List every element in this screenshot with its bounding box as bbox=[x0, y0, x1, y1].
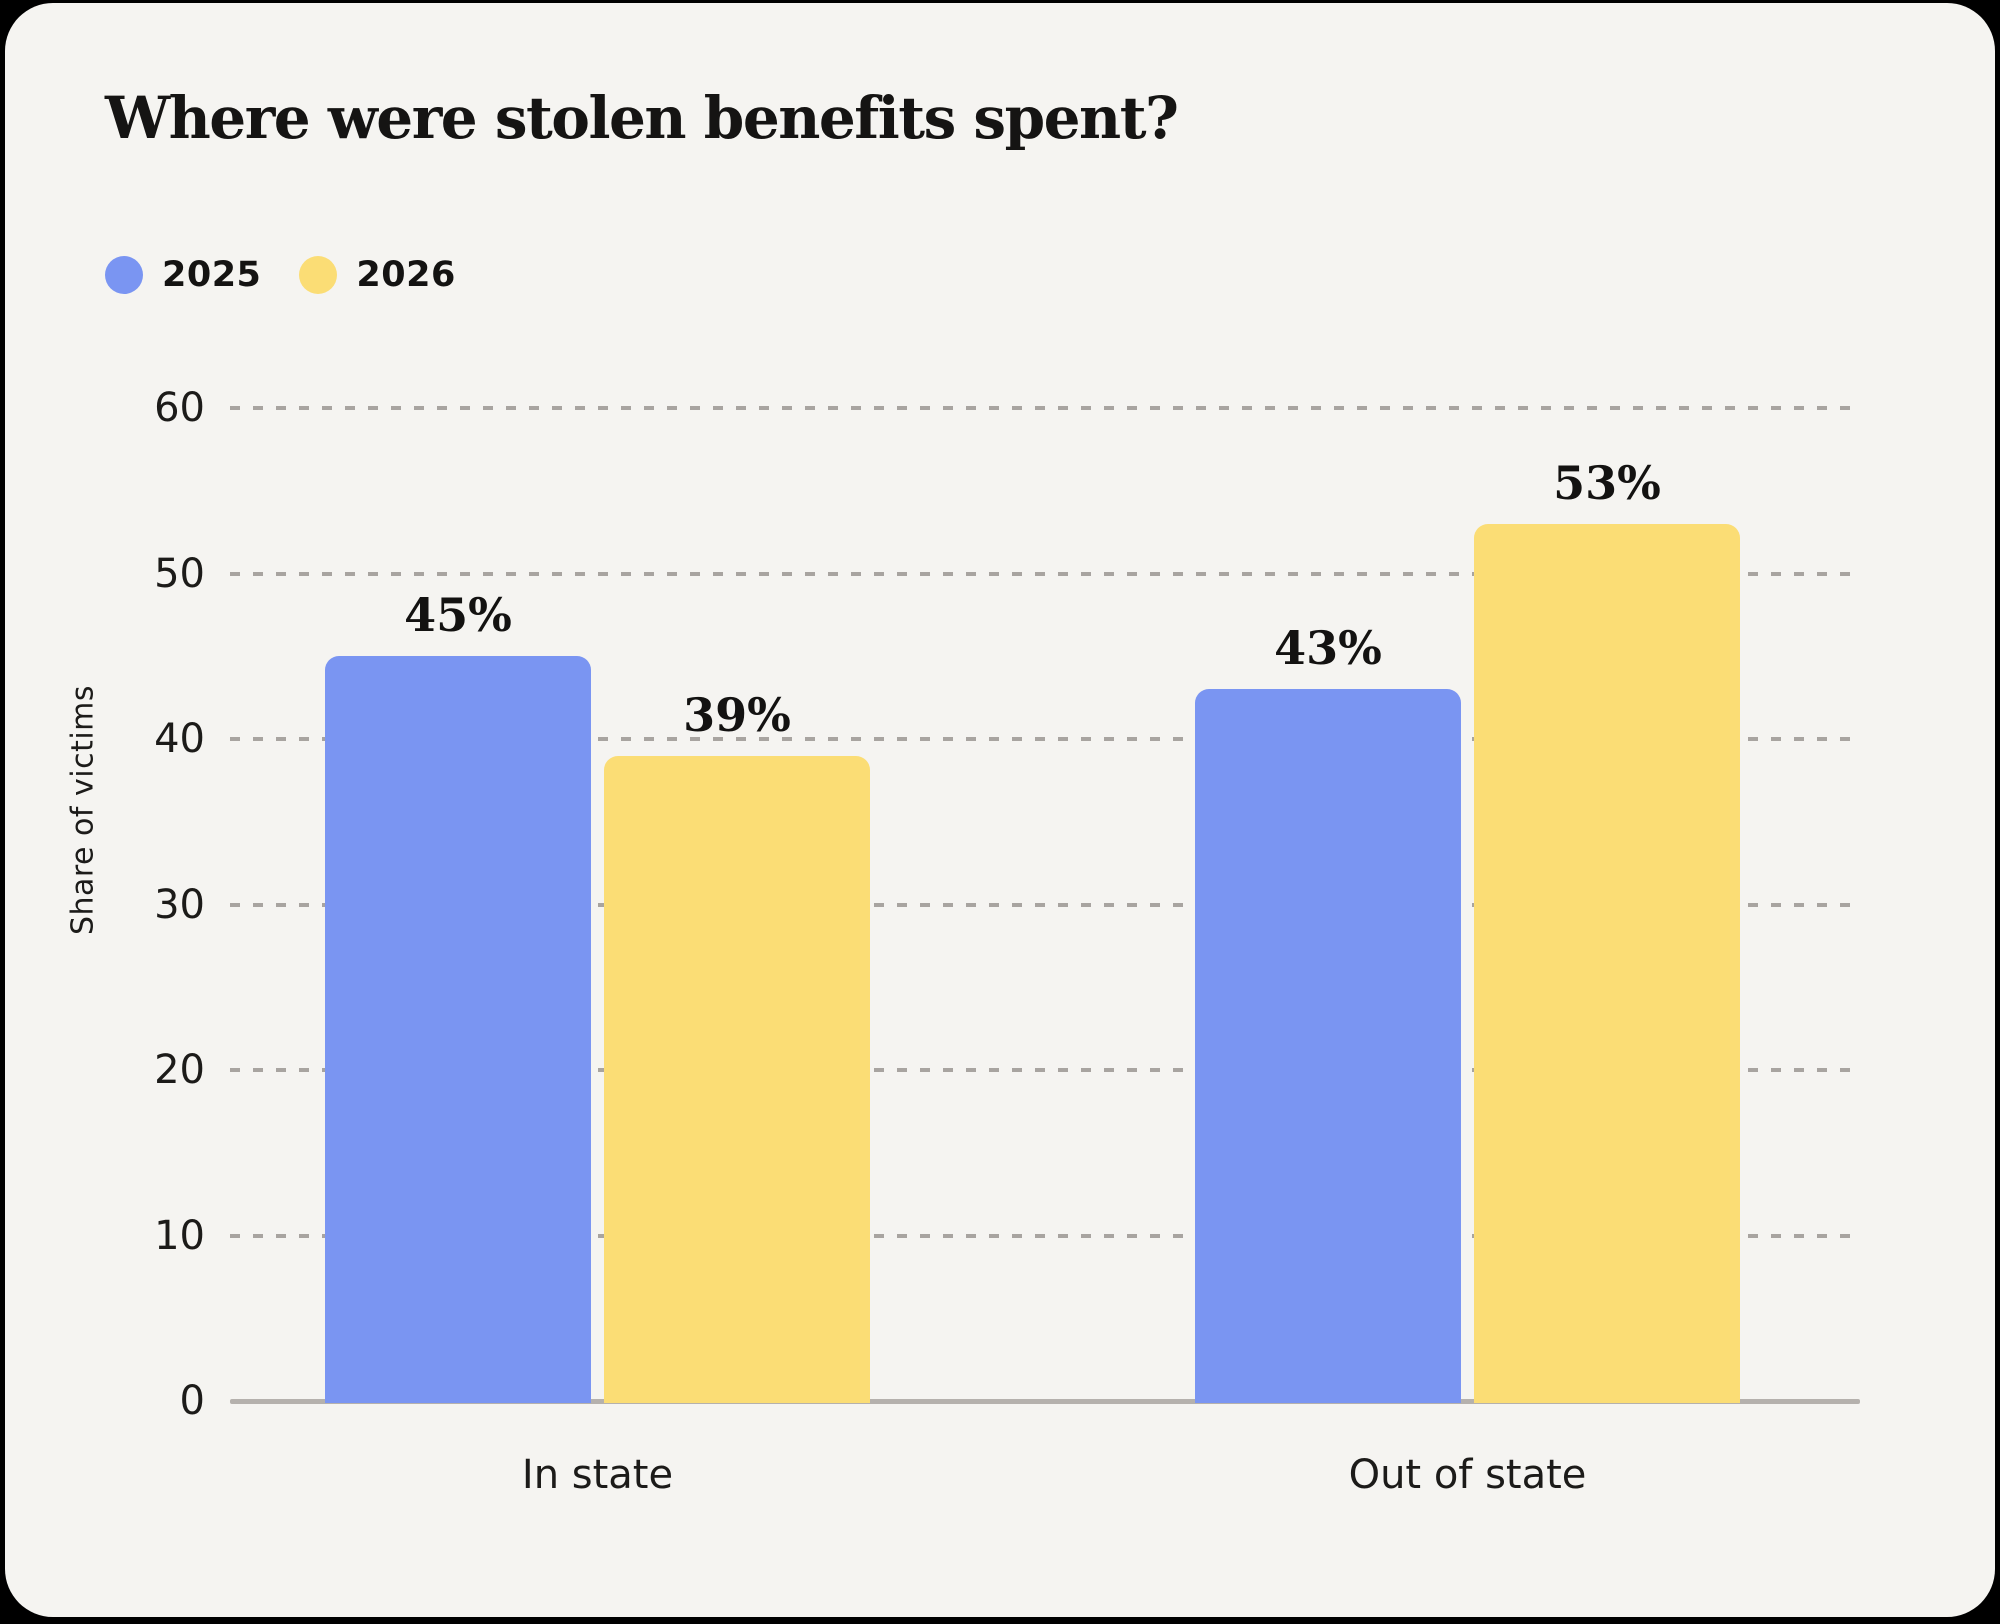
legend-label: 2026 bbox=[356, 255, 456, 295]
y-tick-label-10: 10 bbox=[154, 1212, 205, 1259]
bar-value-label-2025-in-state: 45% bbox=[404, 588, 512, 643]
legend-label: 2025 bbox=[162, 255, 262, 295]
legend-dot-icon bbox=[299, 256, 338, 294]
gridline-30 bbox=[230, 902, 1860, 907]
chart-card: Where were stolen benefits spent? 2025 20… bbox=[5, 3, 1995, 1617]
gridline-50 bbox=[230, 571, 1860, 576]
y-tick-label-50: 50 bbox=[154, 550, 205, 597]
bar-2026-in-state[interactable] bbox=[604, 755, 870, 1403]
y-tick-label-20: 20 bbox=[154, 1047, 205, 1093]
x-category-label-1: In state bbox=[521, 1452, 674, 1498]
bar-value-label-2025-out-of-state: 43% bbox=[1274, 621, 1382, 676]
gridline-60 bbox=[230, 406, 1860, 410]
x-axis-line bbox=[230, 1399, 1860, 1404]
plot-area: 0 10 20 30 40 50 60 45% 39% In state 43% 53% Out of … bbox=[5, 3, 2000, 1624]
bar-2025-in-state[interactable] bbox=[325, 656, 591, 1403]
legend: 2025 2026 bbox=[105, 255, 456, 295]
bar-value-label-2026-out-of-state: 53% bbox=[1553, 455, 1661, 510]
x-category-label-2: Out of state bbox=[1348, 1452, 1587, 1498]
bar-2026-out-of-state[interactable] bbox=[1474, 523, 1740, 1403]
y-tick-label-60: 60 bbox=[154, 385, 205, 431]
legend-item-2025[interactable]: 2025 bbox=[105, 255, 261, 295]
y-tick-label-0: 0 bbox=[179, 1378, 205, 1424]
bar-2025-out-of-state[interactable] bbox=[1195, 689, 1461, 1403]
legend-item-2026[interactable]: 2026 bbox=[299, 255, 455, 295]
legend-dot-icon bbox=[105, 256, 143, 294]
gridline-10 bbox=[230, 1233, 1860, 1238]
bar-value-label-2026-in-state: 39% bbox=[683, 687, 791, 742]
chart-title: Where were stolen benefits spent? bbox=[105, 84, 1179, 152]
gridline-20 bbox=[230, 1068, 1860, 1072]
gridline-40 bbox=[230, 737, 1860, 741]
y-tick-label-40: 40 bbox=[154, 716, 205, 762]
y-tick-label-30: 30 bbox=[154, 881, 205, 928]
